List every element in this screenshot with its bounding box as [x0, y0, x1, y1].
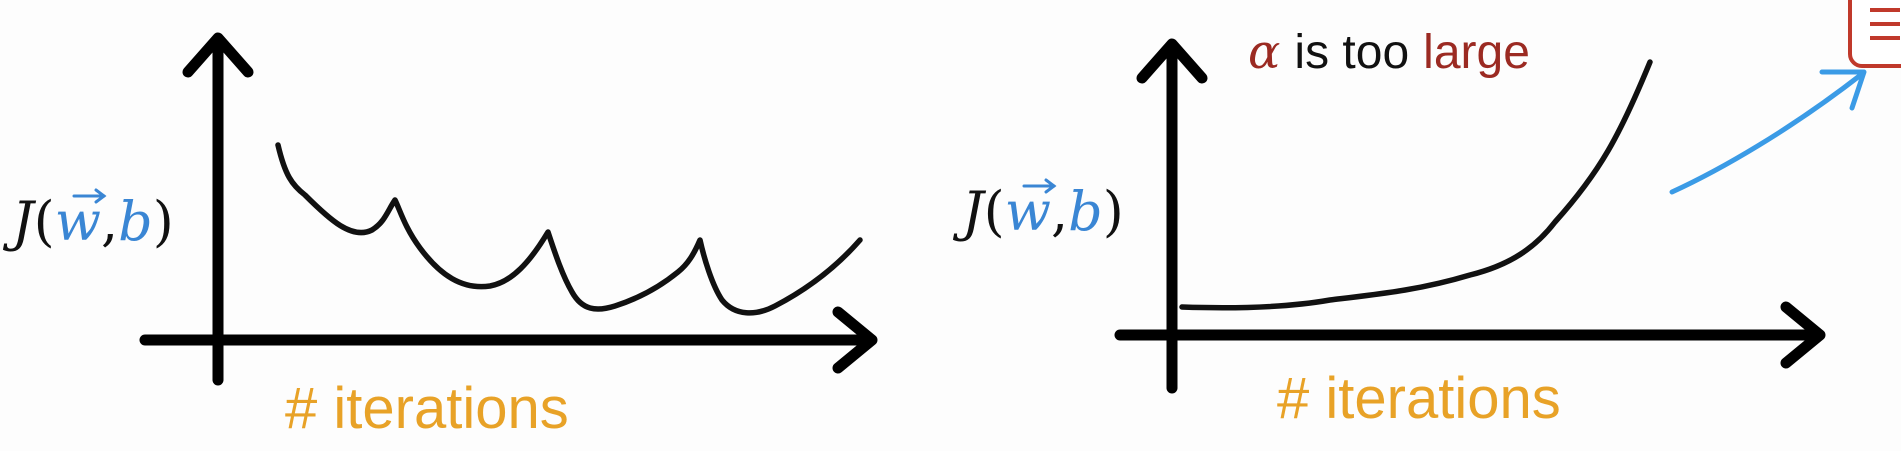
left-ylabel-J: J	[2, 190, 37, 253]
right-ylabel-open: (	[984, 180, 1005, 243]
annotation-arrow-icon	[1669, 69, 1867, 195]
right-ylabel-close: )	[1103, 180, 1124, 243]
right-ylabel-b: b	[1068, 180, 1103, 243]
left-y-arrowhead	[182, 32, 254, 78]
right-ylabel-J: J	[952, 180, 987, 243]
left-plot: J(w,b) # iterations	[2, 32, 878, 441]
left-xlabel: # iterations	[285, 376, 569, 441]
right-ylabel-w: w	[1005, 180, 1051, 243]
document-icon	[1848, 0, 1901, 68]
left-x-arrowhead	[832, 306, 878, 374]
right-ylabel: J(w,b)	[952, 180, 1124, 243]
left-vector-arrow-icon	[72, 188, 107, 204]
right-xlabel: # iterations	[1277, 366, 1561, 431]
right-title-alpha: α	[1248, 24, 1280, 80]
right-vector-arrow-icon	[1022, 178, 1057, 194]
left-ylabel-comma: ,	[101, 190, 118, 253]
left-ylabel-close: )	[153, 190, 174, 253]
left-cost-curve	[275, 142, 863, 316]
right-title: α is too large	[1248, 24, 1530, 80]
right-plot: α is too large J(w,b) # iterations	[952, 24, 1826, 431]
right-cost-curve	[1179, 59, 1653, 311]
right-title-middle: is too	[1294, 26, 1409, 79]
right-title-large: large	[1423, 26, 1530, 79]
left-ylabel-b: b	[118, 190, 153, 253]
left-ylabel: J(w,b)	[2, 190, 174, 253]
right-ylabel-comma: ,	[1051, 180, 1068, 243]
left-ylabel-open: (	[34, 190, 55, 253]
right-x-arrowhead	[1780, 301, 1826, 369]
right-y-arrowhead	[1136, 38, 1208, 84]
left-ylabel-w: w	[55, 190, 101, 253]
